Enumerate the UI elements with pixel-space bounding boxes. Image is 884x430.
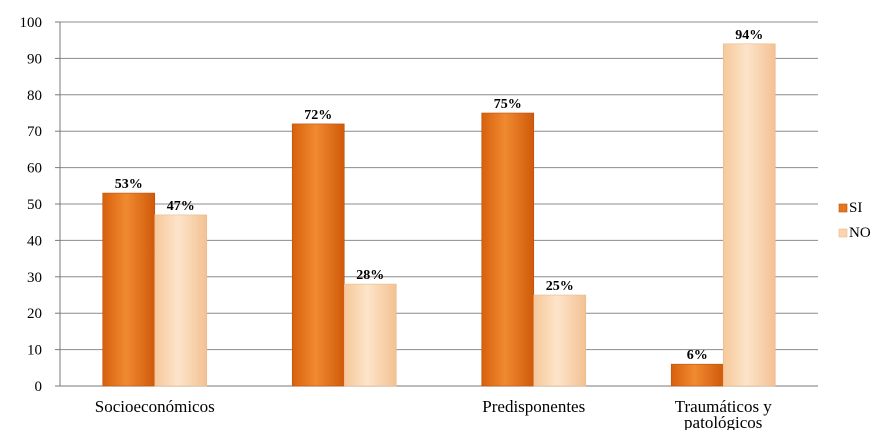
data-label: 6% — [687, 348, 708, 363]
data-label: 75% — [494, 97, 522, 112]
data-labels: 53% 47% 72% 28% 75% 25% 6% 94% — [115, 28, 764, 363]
y-tick-label: 70 — [27, 124, 42, 140]
bar-no — [154, 214, 208, 387]
data-label: 28% — [356, 268, 384, 283]
y-tick-label: 80 — [27, 88, 42, 104]
data-label: 53% — [115, 177, 143, 192]
legend: SI NO — [838, 200, 871, 241]
x-category-label: Socioeconómicos — [95, 397, 215, 416]
data-label: 72% — [304, 108, 332, 123]
y-tick-label: 30 — [27, 270, 42, 286]
legend-label-si: SI — [849, 200, 862, 216]
y-tick-label: 20 — [27, 306, 42, 322]
y-tick-label: 0 — [35, 379, 43, 395]
y-tick-label: 100 — [20, 15, 43, 31]
y-tick-label: 10 — [27, 343, 42, 359]
data-label: 94% — [735, 28, 763, 43]
bar-si — [670, 363, 724, 387]
legend-swatch-si — [838, 203, 848, 213]
legend-label-no: NO — [849, 225, 871, 241]
axes: 0 10 20 30 40 50 60 70 80 90 100 Socioeconómicos Pre… — [20, 15, 818, 430]
x-category-label: Predisponentes — [482, 397, 585, 416]
x-category-label: patológicos — [684, 413, 762, 430]
y-tick-label: 60 — [27, 161, 42, 177]
x-category-label: Traumáticos y — [675, 397, 773, 416]
data-label: 47% — [167, 199, 195, 214]
bar-si — [291, 123, 345, 387]
bar-si — [481, 112, 535, 387]
data-label: 25% — [546, 279, 574, 294]
bar-si — [102, 192, 156, 387]
bar-no — [533, 294, 587, 387]
legend-swatch-no — [838, 228, 848, 238]
y-tick-label: 90 — [27, 51, 42, 67]
bar-no — [343, 283, 397, 387]
bar-no — [722, 43, 776, 387]
y-tick-label: 40 — [27, 233, 42, 249]
bars — [102, 43, 776, 387]
y-tick-label: 50 — [27, 197, 42, 213]
